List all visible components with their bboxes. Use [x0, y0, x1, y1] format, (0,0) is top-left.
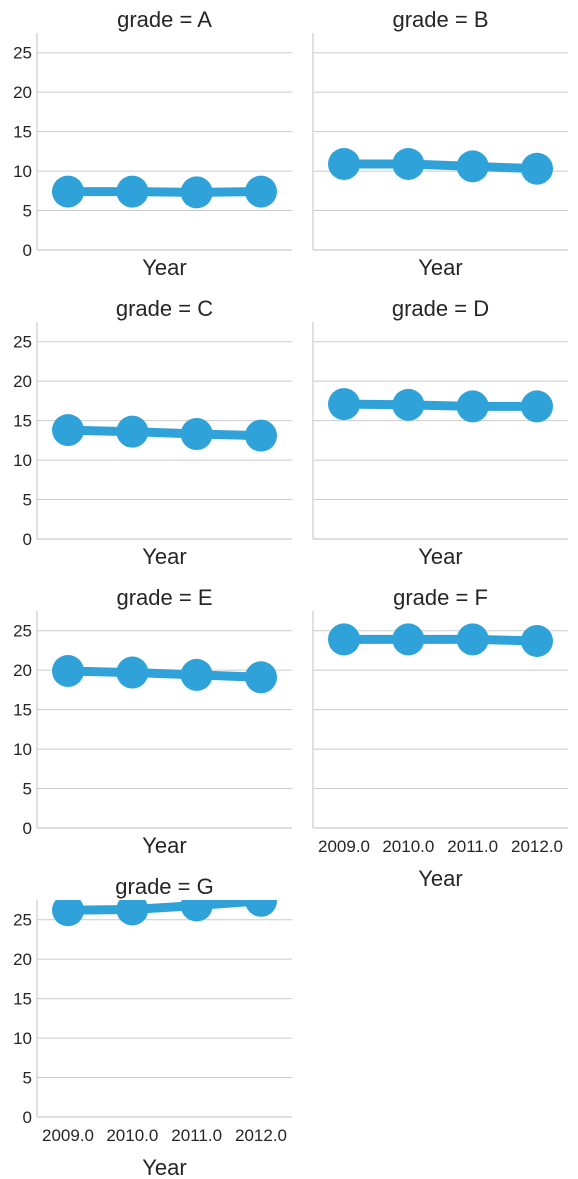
y-tick-label: 20 [13, 950, 32, 969]
series-line [67, 666, 262, 682]
x-axis-label: Year [418, 255, 462, 280]
x-tick-label: 2009.0 [318, 837, 370, 856]
data-point [180, 900, 213, 922]
data-point [52, 900, 84, 927]
series [52, 654, 277, 694]
series-line [343, 399, 537, 411]
y-tick-label: 25 [13, 622, 32, 641]
data-point [52, 414, 84, 447]
y-tick-label: 5 [23, 491, 32, 510]
panel-title: grade = B [392, 7, 488, 32]
panel-title: grade = G [115, 874, 213, 899]
data-point [245, 419, 277, 452]
facet-panel: grade = E 0 5 10 15 20 25 Year [13, 585, 292, 858]
x-tick-label: 2010.0 [382, 837, 434, 856]
facet-panel: grade = B Year [312, 7, 568, 280]
facet-panel: grade = G 0 5 10 15 20 25 2009.0 2010.0 2011.0 201… [13, 874, 292, 1179]
series [328, 623, 553, 657]
data-point [116, 900, 149, 926]
x-axis-label: Year [142, 1155, 186, 1179]
y-tick-label: 5 [23, 780, 32, 799]
series [52, 414, 277, 452]
data-point [328, 147, 360, 180]
y-tick-label: 10 [13, 162, 32, 181]
x-axis-label: Year [142, 833, 186, 858]
data-point [116, 175, 149, 208]
y-tick-label: 0 [23, 530, 32, 549]
facet-panel: grade = F 2009.0 2010.0 2011.0 2012.0 Year [312, 585, 568, 891]
panel-title: grade = A [117, 7, 212, 32]
panel-title: grade = E [116, 585, 212, 610]
series-line [68, 187, 262, 197]
series-line [67, 425, 262, 441]
y-tick-label: 20 [13, 661, 32, 680]
data-point [392, 623, 425, 656]
series [328, 147, 553, 185]
facet-panel: grade = A 0 5 10 15 20 25 Year [13, 7, 292, 280]
x-axis-label: Year [142, 255, 186, 280]
y-tick-label: 0 [23, 1108, 32, 1127]
y-tick-label: 15 [13, 990, 32, 1009]
series-line [67, 900, 262, 915]
series [52, 175, 277, 209]
data-point [521, 152, 553, 185]
data-point [245, 900, 277, 917]
y-tick-label: 5 [23, 1069, 32, 1088]
x-tick-label: 2012.0 [511, 837, 563, 856]
data-point [245, 175, 277, 208]
panel-title: grade = C [116, 296, 213, 321]
y-tick-label: 25 [13, 333, 32, 352]
data-point [180, 176, 213, 209]
x-tick-label: 2010.0 [106, 1126, 158, 1145]
data-point [52, 175, 84, 208]
y-tick-label: 20 [13, 83, 32, 102]
x-tick-label: 2011.0 [171, 1126, 222, 1145]
series-line [344, 159, 538, 174]
data-point [456, 623, 489, 656]
y-tick-label: 0 [23, 819, 32, 838]
data-point [328, 388, 360, 421]
series [52, 900, 277, 927]
x-tick-label: 2012.0 [235, 1126, 287, 1145]
x-tick-label: 2009.0 [42, 1126, 94, 1145]
x-tick-label: 2011.0 [447, 837, 498, 856]
data-point [328, 623, 360, 656]
data-point [180, 418, 213, 451]
data-point [456, 150, 489, 183]
data-point [456, 390, 489, 423]
y-tick-label: 10 [13, 1029, 32, 1048]
data-point [116, 656, 149, 689]
data-point [392, 388, 425, 421]
panel-title: grade = F [393, 585, 488, 610]
y-tick-label: 0 [23, 241, 32, 260]
data-point [116, 415, 149, 448]
x-axis-label: Year [418, 866, 462, 891]
data-point [392, 147, 425, 180]
data-point [245, 661, 277, 694]
data-point [52, 654, 84, 687]
y-tick-label: 15 [13, 123, 32, 142]
y-tick-label: 10 [13, 740, 32, 759]
y-tick-label: 5 [23, 202, 32, 221]
facet-panel: grade = C 0 5 10 15 20 25 Year [13, 296, 292, 569]
facet-panel: grade = D Year [312, 296, 568, 569]
series-line [344, 634, 538, 646]
x-axis-label: Year [418, 544, 462, 569]
y-tick-label: 15 [13, 701, 32, 720]
panel-title: grade = D [392, 296, 489, 321]
data-point [180, 658, 213, 691]
y-tick-label: 10 [13, 451, 32, 470]
y-tick-label: 25 [13, 911, 32, 930]
y-tick-label: 20 [13, 372, 32, 391]
series [328, 388, 553, 423]
y-tick-label: 15 [13, 412, 32, 431]
x-axis-label: Year [142, 544, 186, 569]
data-point [521, 390, 553, 423]
y-tick-label: 25 [13, 44, 32, 63]
data-point [521, 624, 553, 657]
